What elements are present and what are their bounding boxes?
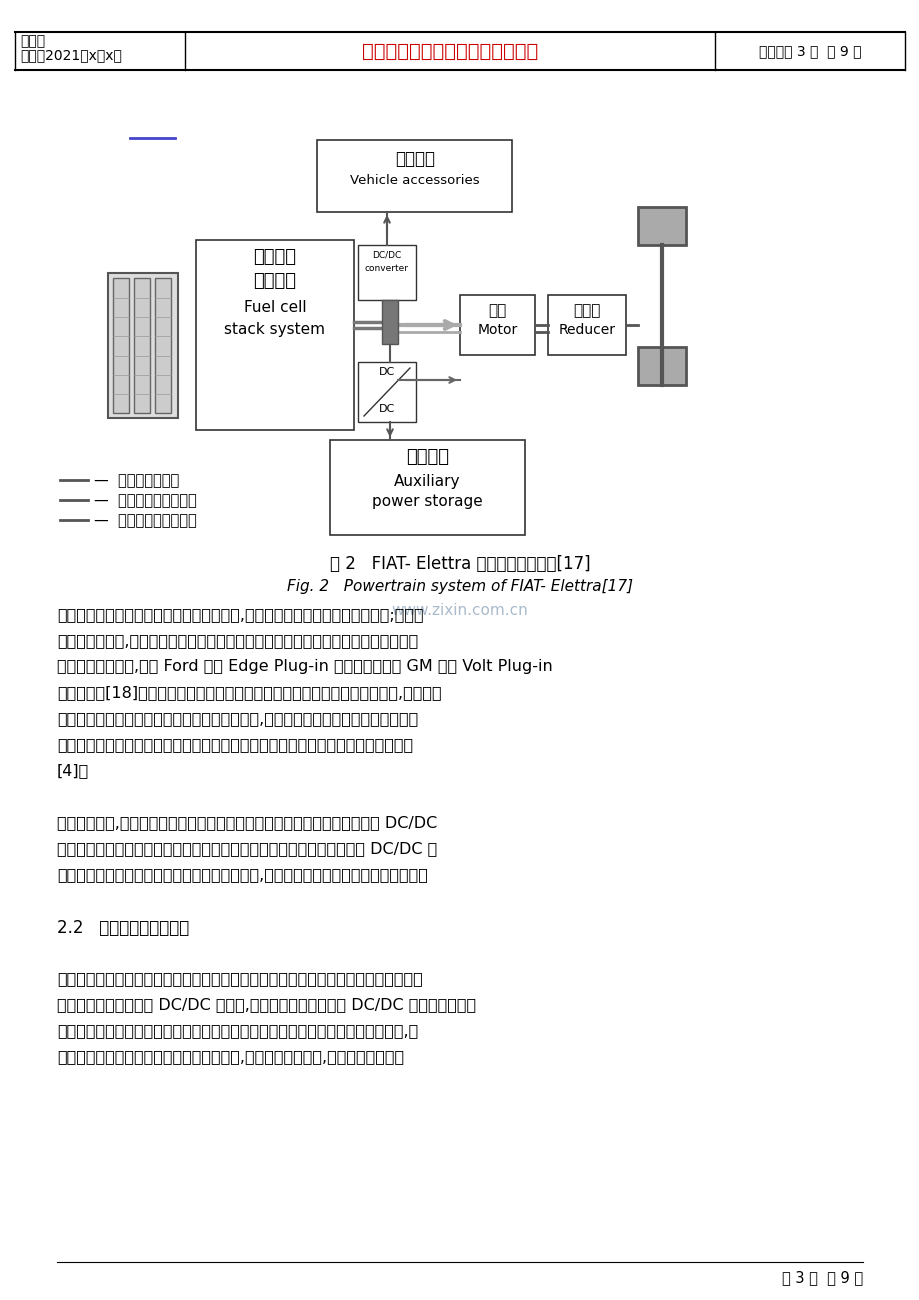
Bar: [330, 439, 525, 536]
Text: www.zixin.com.cn: www.zixin.com.cn: [391, 603, 528, 618]
Bar: [460, 295, 535, 355]
Text: converter: converter: [365, 264, 409, 273]
Text: 编号：: 编号：: [20, 34, 45, 48]
Text: stack system: stack system: [224, 322, 325, 337]
Text: 换器可以较好地控制辅助动力装置的电压或电流,因此它还是系统控制策略的执行部件。: 换器可以较好地控制辅助动力装置的电压或电流,因此它还是系统控制策略的执行部件。: [57, 867, 427, 881]
Text: 时间：2021年x月x日: 时间：2021年x月x日: [20, 48, 121, 62]
Text: 页码：第 3 页  共 9 页: 页码：第 3 页 共 9 页: [758, 44, 860, 58]
Text: 辅助储能: 辅助储能: [405, 448, 448, 465]
Text: 在系统设计中,可以在辅助动力装置和动力系统直流母线之间添加了一个双向 DC/DC: 在系统设计中,可以在辅助动力装置和动力系统直流母线之间添加了一个双向 DC/DC: [57, 815, 437, 829]
Text: power storage: power storage: [371, 494, 482, 510]
Bar: [196, 240, 354, 430]
Text: 车辆附件: 车辆附件: [394, 150, 435, 168]
Bar: [381, 300, 398, 344]
Bar: [154, 278, 171, 413]
Text: 常采用这样的构架,美国 Ford 公司 Edge Plug-in 燃料电池轿车和 GM 公司 Volt Plug-in: 常采用这样的构架,美国 Ford 公司 Edge Plug-in 燃料电池轿车和…: [57, 659, 552, 673]
Text: 燃料电池: 燃料电池: [254, 248, 296, 266]
Bar: [317, 140, 512, 212]
Text: 电堆系统: 电堆系统: [254, 272, 296, 290]
Text: DC: DC: [379, 367, 394, 377]
Text: —  燃料电池的能量: — 燃料电池的能量: [94, 473, 179, 488]
Text: 燃料电池车[18]。这种插电式混合动力汽车将有效的减少氢燃料的消耗。另外,辅助动力: 燃料电池车[18]。这种插电式混合动力汽车将有效的减少氢燃料的消耗。另外,辅助动…: [57, 685, 441, 699]
Text: Fig. 2   Powertrain system of FIAT- Elettra[17]: Fig. 2 Powertrain system of FIAT- Elettr…: [287, 578, 632, 594]
Text: [4]。: [4]。: [57, 763, 89, 777]
Text: 第 3 页  共 9 页: 第 3 页 共 9 页: [781, 1270, 862, 1284]
Bar: [637, 207, 686, 244]
Text: DC: DC: [379, 404, 394, 413]
Text: Auxiliary: Auxiliary: [394, 474, 460, 489]
Bar: [357, 361, 415, 422]
Text: 降压来与系统直流母线的电压等级进行匹配。这种系统与上述构架不同之处还在于,这: 降压来与系统直流母线的电压等级进行匹配。这种系统与上述构架不同之处还在于,这: [57, 1023, 418, 1037]
Bar: [113, 278, 129, 413]
Bar: [637, 347, 686, 385]
Text: Vehicle accessories: Vehicle accessories: [350, 174, 480, 187]
Text: 装置的存在使得系统具备了回收制动能量的能力,并且增加了系统运行的可靠性。燃料: 装置的存在使得系统具备了回收制动能量的能力,并且增加了系统运行的可靠性。燃料: [57, 711, 418, 725]
Bar: [134, 278, 150, 413]
Bar: [548, 295, 625, 355]
Text: 系统的功率范围,减轻了燃料电池承担的功率负荷。许多插电混合的燃料电池汽车也经: 系统的功率范围,减轻了燃料电池承担的功率负荷。许多插电混合的燃料电池汽车也经: [57, 633, 418, 647]
Text: 种动力系统的设计没有考虑能量的回馈回收,因此系统虽然简单,但效率比较低下。: 种动力系统的设计没有考虑能量的回馈回收,因此系统虽然简单,但效率比较低下。: [57, 1049, 403, 1063]
Text: 变换器。使得对辅助动力装置放电的控制更加灵活、易于实现。由于双向 DC/DC 变: 变换器。使得对辅助动力装置放电的控制更加灵活、易于实现。由于双向 DC/DC 变: [57, 841, 437, 855]
Text: —  车辆反馈回收的能量: — 车辆反馈回收的能量: [94, 514, 197, 528]
Text: 另一种构架是并联式的燃料电池混合动力系统的结构。这种构建通常在燃料电池和电机: 另一种构架是并联式的燃料电池混合动力系统的结构。这种构建通常在燃料电池和电机: [57, 971, 423, 985]
Text: Motor: Motor: [477, 322, 517, 337]
Text: 控制器之间安装了一个 DC/DC 变换器,燃料电池的端电压通过 DC/DC 变换器的升压或: 控制器之间安装了一个 DC/DC 变换器,燃料电池的端电压通过 DC/DC 变换…: [57, 997, 476, 1011]
Text: 电池和辅助动力装置之间对负载功率的合理分配还可以提高燃料电池的总体运行效率: 电池和辅助动力装置之间对负载功率的合理分配还可以提高燃料电池的总体运行效率: [57, 737, 413, 751]
Text: 2.2   并联式动力系统结构: 2.2 并联式动力系统结构: [57, 919, 189, 937]
Text: —  辅助储能系统的能量: — 辅助储能系统的能量: [94, 493, 197, 508]
Text: 图 2   FIAT- Elettra 动力传动系统结构[17]: 图 2 FIAT- Elettra 动力传动系统结构[17]: [329, 555, 590, 573]
Text: 书山有路勤为径，学海无涯苦作舟: 书山有路勤为径，学海无涯苦作舟: [361, 42, 538, 61]
Text: Reducer: Reducer: [558, 322, 615, 337]
Bar: [357, 244, 415, 300]
Text: DC/DC: DC/DC: [372, 251, 402, 260]
Text: 电机: 电机: [488, 303, 506, 318]
Bar: [108, 273, 177, 419]
Text: 减速器: 减速器: [573, 303, 600, 318]
Text: 辅助动力装置扩充了动力系统总的能量容量,增加了车辆一次加氢后的续驶里程;扩大了: 辅助动力装置扩充了动力系统总的能量容量,增加了车辆一次加氢后的续驶里程;扩大了: [57, 607, 423, 621]
Text: Fuel cell: Fuel cell: [244, 300, 306, 315]
